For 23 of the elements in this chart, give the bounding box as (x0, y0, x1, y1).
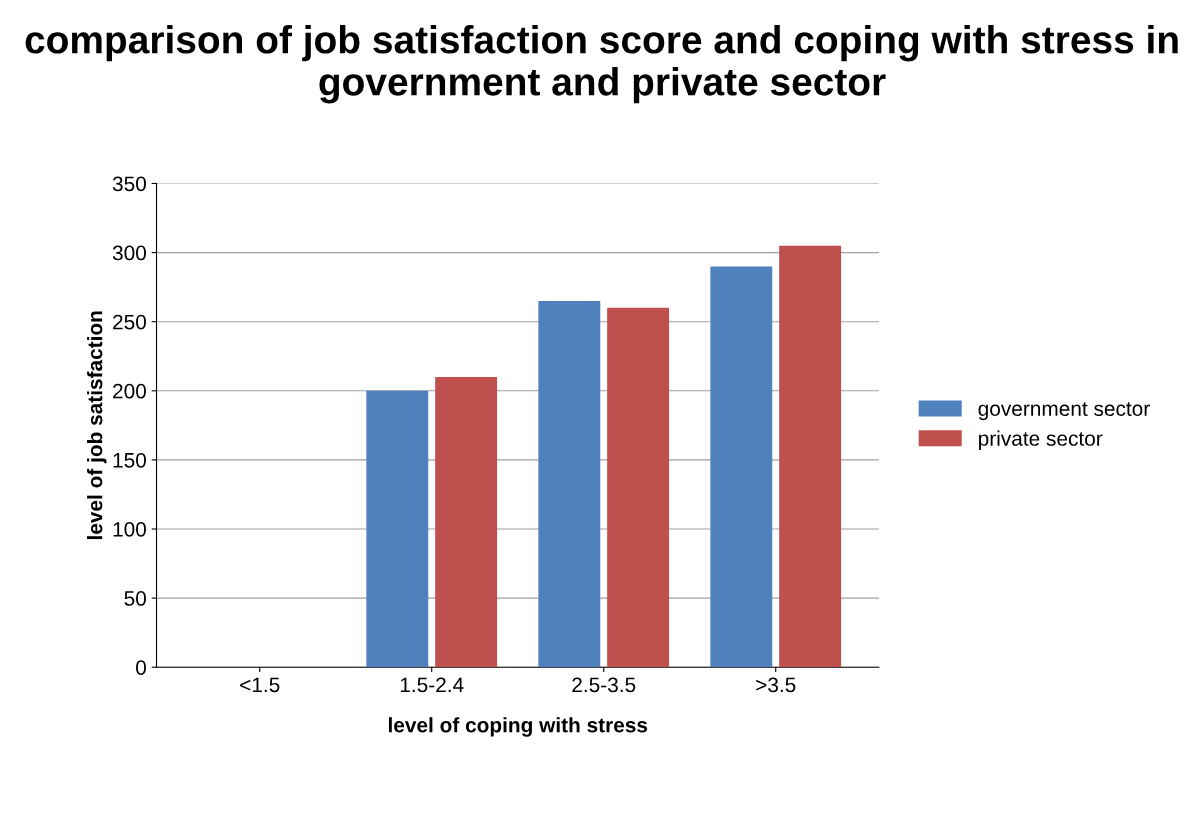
x-tick-label: <1.5 (240, 677, 280, 693)
y-tick-label: 150 (113, 452, 146, 468)
x-tick-label: >3.5 (756, 677, 796, 693)
bar (779, 245, 842, 668)
bar (710, 266, 773, 668)
y-axis-title: level of job satisfaction (87, 311, 107, 540)
bar (435, 376, 498, 668)
bar (366, 390, 429, 668)
chart-title: comparison of job satisfaction score and coping with stress in government and private sector (25, 25, 1178, 104)
bar (538, 300, 601, 668)
x-tick-label: 2.5-3.5 (572, 677, 636, 693)
y-tick-label: 0 (136, 660, 146, 675)
x-tick-label: 1.5-2.4 (400, 677, 464, 693)
y-tick-label: 350 (112, 176, 146, 192)
legend-label: private sector (979, 430, 1103, 450)
y-tick-label: 100 (113, 522, 146, 537)
y-tick-label: 300 (112, 245, 146, 261)
y-tick-label: 250 (113, 314, 146, 330)
legend-label: government sector (978, 402, 1150, 421)
x-axis-title: level of coping with stress (388, 717, 648, 737)
y-tick-label: 200 (113, 383, 146, 399)
bar (607, 307, 670, 668)
y-tick-label: 50 (124, 591, 146, 606)
